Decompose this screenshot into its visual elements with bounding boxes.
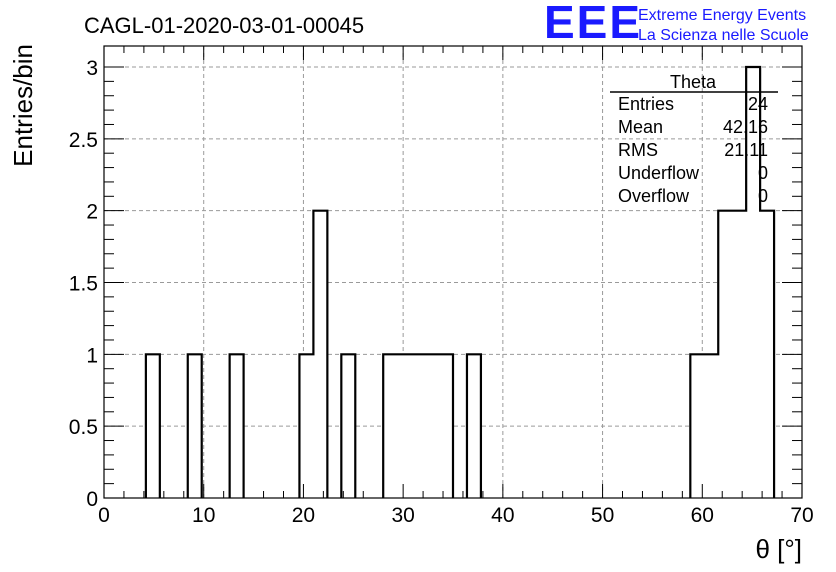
histogram-bar bbox=[704, 354, 719, 498]
stats-value-rms: 21.11 bbox=[724, 140, 768, 160]
eee-logo-line1: Extreme Energy Events bbox=[638, 7, 806, 24]
histogram-bar bbox=[425, 354, 440, 498]
histogram-bar bbox=[229, 354, 244, 498]
stats-label-entries: Entries bbox=[618, 94, 674, 114]
histogram-step-line bbox=[144, 65, 776, 498]
stats-box: Theta Entries 24 Mean 42.16 RMS 21.11 Un… bbox=[610, 72, 778, 206]
histogram-bar bbox=[746, 67, 761, 498]
histogram-bar bbox=[718, 210, 733, 498]
eee-logo-mark: EEE bbox=[544, 0, 642, 48]
stats-label-overflow: Overflow bbox=[618, 186, 690, 206]
axis-ticks bbox=[103, 46, 803, 499]
histogram-bar bbox=[760, 210, 775, 498]
x-tick-label: 50 bbox=[591, 504, 614, 527]
histogram-bar bbox=[439, 354, 453, 498]
y-tick-label: 1 bbox=[86, 344, 98, 367]
x-tick-label: 40 bbox=[491, 504, 514, 527]
x-tick-label: 60 bbox=[691, 504, 714, 527]
x-axis-title: θ [°] bbox=[755, 534, 802, 564]
eee-logo-line2: La Scienza nelle Scuole bbox=[638, 27, 809, 44]
eee-logo: EEE Extreme Energy Events La Scienza nel… bbox=[544, 0, 809, 48]
histogram-bar bbox=[187, 354, 202, 498]
histogram-bar bbox=[732, 210, 747, 498]
y-axis-title: Entries/bin bbox=[8, 44, 38, 167]
histogram-bar bbox=[341, 354, 356, 498]
stats-box-title: Theta bbox=[670, 72, 717, 92]
histogram-outline bbox=[144, 65, 776, 498]
histogram-bar bbox=[411, 354, 426, 498]
stats-label-rms: RMS bbox=[618, 140, 658, 160]
histogram-bar bbox=[690, 354, 705, 498]
x-tick-label: 20 bbox=[292, 504, 315, 527]
x-tick-label: 30 bbox=[391, 504, 414, 527]
stats-value-entries: 24 bbox=[748, 94, 768, 114]
y-tick-label: 2.5 bbox=[69, 129, 98, 152]
plot-frame bbox=[103, 45, 803, 499]
y-tick-label: 0.5 bbox=[69, 416, 98, 439]
x-tick-label: 10 bbox=[192, 504, 215, 527]
grid-lines bbox=[104, 46, 802, 498]
y-tick-label: 2 bbox=[86, 201, 98, 224]
y-tick-labels: 0 0.5 1 1.5 2 2.5 3 bbox=[69, 57, 98, 511]
stats-value-underflow: 0 bbox=[758, 163, 768, 183]
histogram-bar bbox=[145, 354, 160, 498]
x-tick-label: 70 bbox=[790, 504, 813, 527]
chart-title: CAGL-01-2020-03-01-00045 bbox=[84, 13, 364, 38]
x-tick-label: 0 bbox=[98, 504, 110, 527]
stats-label-underflow: Underflow bbox=[618, 163, 700, 183]
y-tick-label: 1.5 bbox=[69, 273, 98, 296]
stats-value-overflow: 0 bbox=[758, 186, 768, 206]
stats-value-mean: 42.16 bbox=[723, 117, 768, 137]
histogram-bar bbox=[383, 354, 398, 498]
y-tick-label: 3 bbox=[86, 57, 98, 80]
histogram-bars bbox=[145, 67, 775, 498]
x-tick-labels: 0 10 20 30 40 50 60 70 bbox=[98, 504, 814, 527]
histogram-bar bbox=[299, 354, 314, 498]
histogram-bar bbox=[466, 354, 481, 498]
stats-label-mean: Mean bbox=[618, 117, 663, 137]
histogram-bar bbox=[397, 354, 412, 498]
y-tick-label: 0 bbox=[86, 488, 98, 511]
histogram-bar bbox=[313, 210, 328, 498]
